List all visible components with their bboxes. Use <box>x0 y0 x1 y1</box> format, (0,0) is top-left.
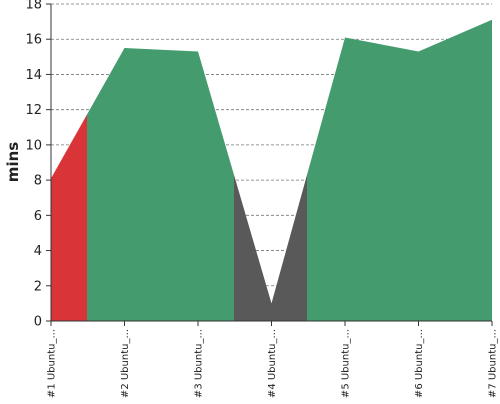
y-tick-label-6: 6 <box>34 209 42 224</box>
x-tick-label-3: #3 Ubuntu_... <box>194 329 205 398</box>
x-tick-label-6: #6 Ubuntu_... <box>414 329 425 398</box>
x-tick-label-2: #2 Ubuntu_... <box>120 329 131 398</box>
y-tick-label-10: 10 <box>25 138 42 153</box>
x-tick-label-5: #5 Ubuntu_... <box>341 329 352 398</box>
area-segment-green-1 <box>87 48 234 321</box>
y-tick-label-8: 8 <box>34 174 42 189</box>
y-tick-label-4: 4 <box>34 244 42 259</box>
area-layer <box>51 20 492 321</box>
y-tick-label-14: 14 <box>25 68 42 83</box>
x-tick-label-1: #1 Ubuntu_... <box>47 329 58 398</box>
y-tick-label-18: 18 <box>25 0 42 13</box>
y-tick-label-16: 16 <box>25 33 42 48</box>
area-segment-gray <box>234 175 307 321</box>
y-axis-title: mins <box>4 142 22 182</box>
x-tick-label-4: #4 Ubuntu_... <box>267 329 278 398</box>
y-tick-label-12: 12 <box>25 103 42 118</box>
area-segment-red <box>51 115 87 322</box>
y-tick-label-0: 0 <box>34 315 42 330</box>
x-tick-label-7: #7 Ubuntu_... <box>488 329 499 398</box>
y-tick-label-2: 2 <box>34 279 42 294</box>
area-segment-green-2 <box>307 20 492 321</box>
